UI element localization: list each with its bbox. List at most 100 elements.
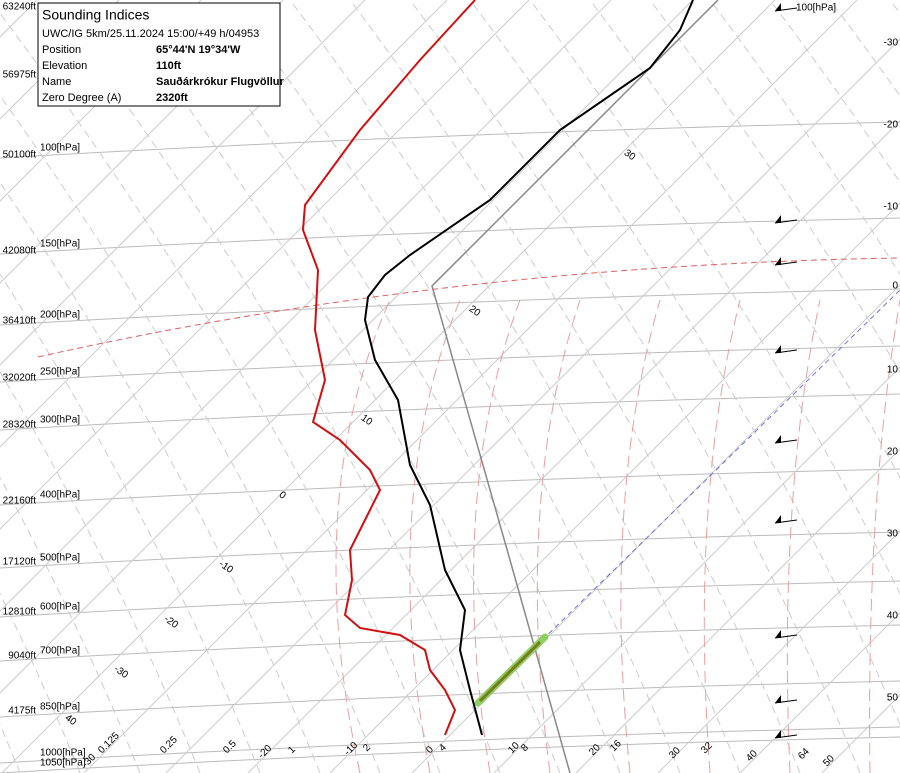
wind-flag [775, 730, 781, 738]
pressure-label: 1000[hPa] [40, 748, 86, 759]
isotherm [0, 0, 366, 366]
pressure-label: 250[hPa] [40, 367, 80, 378]
temp-label: 20 [887, 447, 899, 458]
isobar [0, 217, 900, 255]
wind-flag [775, 630, 781, 638]
bottom-label: 40 [744, 748, 760, 764]
isotherm [821, 694, 900, 773]
isotherm [0, 0, 612, 612]
isotherm-label: -30 [112, 664, 131, 682]
mixing-ratio [620, 299, 661, 773]
height-label: 28320ft [3, 420, 37, 431]
isotherm-label: 10 [359, 413, 375, 429]
dry-adiabat [0, 273, 261, 773]
wind-flag [775, 695, 781, 703]
info-value: Sauðárkrókur Flugvöllur [156, 76, 284, 88]
bottom-label: -20 [256, 743, 274, 761]
mixing-ratio [786, 299, 821, 773]
isotherm [0, 0, 448, 448]
profiles [37, 0, 900, 773]
bottom-label: 0.125 [96, 730, 122, 756]
isotherm [575, 448, 900, 773]
temp-label: 0 [892, 281, 898, 292]
info-subtitle: UWC/IG 5km/25.11.2024 15:00/+49 h/04953 [42, 28, 259, 40]
layer-core [478, 640, 542, 703]
isobar [0, 726, 900, 764]
info-value: 2320ft [156, 92, 188, 104]
bottom-label: 0.25 [158, 734, 180, 756]
pressure-label: 300[hPa] [40, 415, 80, 426]
isotherm [0, 0, 202, 202]
info-key: Zero Degree (A) [42, 92, 121, 104]
pressure-label: 600[hPa] [40, 602, 80, 613]
temp-label: -20 [884, 120, 899, 131]
info-key: Name [42, 76, 71, 88]
dry-adiabat [409, 0, 861, 773]
mixing-ratio [703, 299, 741, 773]
wind-flag [775, 215, 781, 223]
dewpoint-curve [301, 0, 476, 736]
isobar [0, 580, 900, 618]
bottom-label: 20 [587, 742, 603, 758]
isotherm-label: -10 [217, 559, 236, 577]
temperature-curve [363, 0, 694, 736]
mixing-ratio [869, 299, 900, 773]
dry-adiabat [49, 0, 501, 773]
temp-label: -10 [884, 202, 899, 213]
isobar [0, 624, 900, 662]
pressure-label: 1050[hPa] [40, 758, 86, 769]
isobar [0, 345, 900, 383]
wind-flag [775, 435, 781, 443]
isotherm [0, 0, 694, 694]
wind-flag [775, 515, 781, 523]
temp-label: 40 [887, 611, 899, 622]
dry-adiabat [169, 0, 621, 773]
isotherm [165, 38, 900, 773]
parcel-line [431, 0, 719, 773]
mixing-ratio [536, 299, 581, 773]
isobar [0, 531, 900, 569]
isotherm [247, 120, 900, 773]
info-frame [37, 2, 281, 107]
height-label: 56975ft [3, 70, 37, 81]
dry-adiabat [769, 0, 900, 184]
isobar [0, 288, 900, 326]
height-label: 42080ft [3, 246, 37, 257]
temp-label: 30 [887, 529, 899, 540]
mixing-ratio [335, 299, 391, 773]
isobar [0, 468, 900, 506]
info-value: 110ft [156, 60, 181, 72]
isobar [0, 393, 900, 431]
isotherm-label: -20 [162, 614, 181, 632]
bottom-label: 50 [821, 753, 837, 769]
dry-adiabat [349, 0, 801, 773]
temp-label: 50 [887, 693, 899, 704]
info-title: Sounding Indices [42, 7, 149, 23]
wind-flag [775, 345, 781, 353]
dry-adiabat [889, 0, 900, 15]
isotherm [83, 0, 858, 773]
dry-adiabat [229, 0, 681, 773]
dry-adiabat [109, 0, 561, 773]
isotherm [411, 284, 900, 773]
isobar [0, 680, 900, 718]
dry-adiabat [0, 371, 201, 773]
temp-label: -30 [884, 38, 899, 49]
bottom-label: 64 [796, 746, 812, 762]
isotherm [329, 202, 900, 773]
height-label: 4175ft [8, 706, 36, 717]
dry-adiabat [529, 0, 900, 595]
isotherm-label: 40 [63, 713, 79, 729]
temp-label: 10 [887, 365, 899, 376]
mixing-ratio [409, 299, 461, 773]
dry-adiabat [0, 181, 321, 773]
height-label: 12810ft [3, 607, 37, 618]
bottom-label: 0.5 [221, 738, 239, 756]
dry-adiabat [0, 592, 81, 773]
dry-adiabat [649, 0, 900, 373]
bottom-label: 16 [608, 738, 624, 754]
info-box: Sounding Indices UWC/IG 5km/25.11.2024 1… [37, 2, 284, 107]
pressure-label: 100[hPa] [796, 3, 836, 14]
